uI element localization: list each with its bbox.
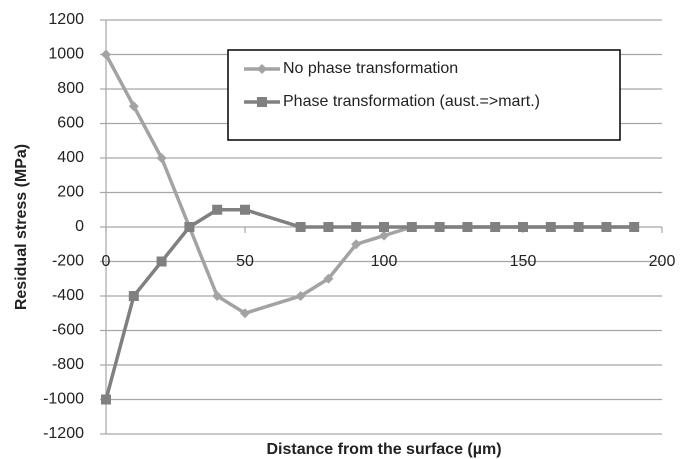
marker [518, 222, 528, 232]
marker [128, 291, 139, 301]
marker [462, 222, 473, 232]
y-axis-title: Residual stress (MPa) [13, 144, 30, 310]
y-tick-label: -400 [52, 287, 84, 304]
marker [379, 230, 389, 241]
x-axis-title: Distance from the surface (µm) [266, 441, 501, 458]
marker [212, 291, 223, 301]
y-tick-label: 200 [57, 184, 84, 201]
marker [406, 222, 417, 232]
marker [240, 204, 250, 215]
marker [351, 239, 362, 250]
y-tick-label: -800 [52, 356, 84, 373]
marker [323, 273, 334, 284]
legend: No phase transformation Phase transformat… [227, 49, 621, 141]
marker [240, 308, 250, 319]
marker [601, 222, 612, 232]
y-tick-label: 400 [57, 149, 84, 166]
y-tick-label: -1000 [43, 391, 84, 408]
marker [323, 222, 334, 232]
x-tick-label: 100 [371, 253, 398, 270]
x-tick-label: 50 [236, 253, 254, 270]
marker [257, 97, 267, 107]
marker [434, 222, 445, 232]
marker [184, 222, 195, 232]
marker [351, 222, 362, 232]
marker [257, 64, 267, 74]
x-tick-label: 150 [510, 253, 537, 270]
y-tick-label: -200 [52, 253, 84, 270]
x-tick-label: 200 [649, 253, 676, 270]
marker [295, 222, 306, 232]
y-tick-label: -600 [52, 322, 84, 339]
marker [573, 222, 584, 232]
marker [490, 222, 501, 232]
y-tick-label: 800 [57, 80, 84, 97]
marker [156, 256, 167, 267]
marker [379, 222, 389, 232]
marker [101, 49, 111, 60]
y-tick-label: 0 [75, 218, 84, 235]
marker [212, 204, 223, 215]
y-tick-label: -1200 [43, 425, 84, 442]
y-tick-label: 600 [57, 115, 84, 132]
x-tick-label: 0 [102, 253, 111, 270]
y-tick-label: 1200 [48, 11, 84, 28]
y-tick-label: 1000 [48, 46, 84, 63]
legend-label: No phase transformation [283, 60, 458, 77]
marker [629, 222, 640, 232]
marker [156, 153, 167, 163]
legend-label: Phase transformation (aust.=>mart.) [283, 93, 540, 110]
legend-box [227, 49, 621, 141]
marker [295, 291, 306, 301]
marker [101, 394, 111, 405]
marker [545, 222, 556, 232]
marker [128, 101, 139, 112]
